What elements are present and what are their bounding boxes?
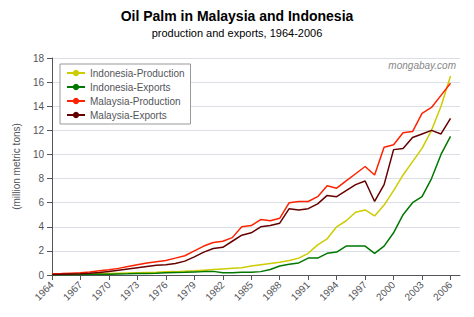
svg-text:14: 14 [33,101,45,112]
svg-text:16: 16 [33,77,45,88]
svg-text:Malaysia-Exports: Malaysia-Exports [90,110,167,121]
svg-text:0: 0 [38,270,44,281]
svg-text:1985: 1985 [232,279,256,303]
svg-text:10: 10 [33,149,45,160]
svg-text:1988: 1988 [260,279,284,303]
svg-text:mongabay.com: mongabay.com [388,60,456,71]
svg-text:1973: 1973 [118,279,142,303]
svg-text:(million metric tons): (million metric tons) [11,123,22,210]
svg-text:Malaysia-Production: Malaysia-Production [90,96,181,107]
svg-text:1979: 1979 [175,279,199,303]
svg-text:Indonesia-Exports: Indonesia-Exports [90,82,171,93]
svg-text:8: 8 [38,173,44,184]
svg-text:Oil Palm in Malaysia and Indon: Oil Palm in Malaysia and Indonesia [121,8,354,24]
svg-text:1982: 1982 [203,279,227,303]
svg-text:production and exports, 1964-2: production and exports, 1964-2006 [152,27,323,39]
svg-text:1991: 1991 [289,279,313,303]
svg-text:6: 6 [38,197,44,208]
svg-text:4: 4 [38,221,44,232]
svg-text:2003: 2003 [402,279,426,303]
svg-text:12: 12 [33,125,45,136]
svg-text:1964: 1964 [32,279,56,303]
svg-text:2000: 2000 [374,279,398,303]
svg-text:1976: 1976 [146,279,170,303]
svg-text:1970: 1970 [89,279,113,303]
svg-text:2006: 2006 [431,279,455,303]
svg-text:1997: 1997 [346,279,370,303]
svg-text:2: 2 [38,245,44,256]
svg-text:Indonesia-Production: Indonesia-Production [90,68,185,79]
svg-text:1994: 1994 [317,279,341,303]
svg-text:18: 18 [33,53,45,64]
svg-text:1967: 1967 [61,279,85,303]
